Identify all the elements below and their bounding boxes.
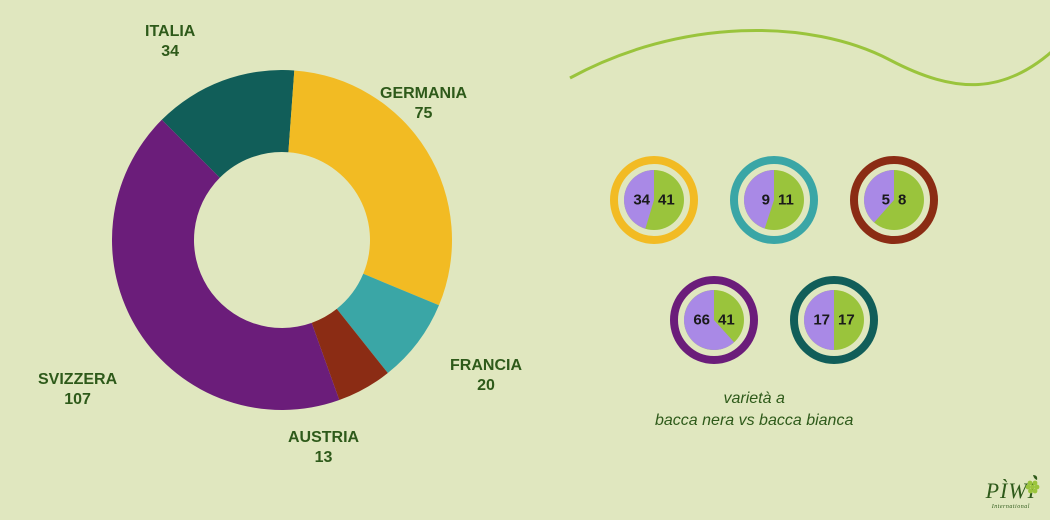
grape-icon [1024,474,1042,496]
decorative-swoosh [560,0,1050,110]
mini-pie-3: 6641 [670,276,758,364]
mini-pie-0: 3441 [610,156,698,244]
mini-caption: varietà abacca nera vs bacca bianca [655,388,853,431]
donut-label-austria: AUSTRIA13 [288,428,359,468]
mini-pie-4: 1717 [790,276,878,364]
donut-label-francia: FRANCIA20 [450,356,522,396]
donut-label-germania: GERMANIA75 [380,84,467,124]
mini-pie-1: 911 [730,156,818,244]
donut-label-italia: ITALIA34 [145,22,195,62]
donut-label-svizzera: SVIZZERA107 [38,370,117,410]
logo-subtext: International [986,504,1036,510]
piwi-logo: PÌWI International [986,478,1036,510]
mini-pie-2: 58 [850,156,938,244]
